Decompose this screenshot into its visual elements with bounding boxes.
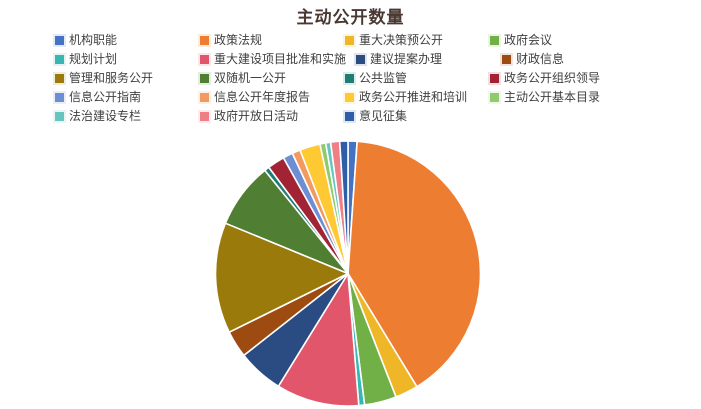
legend-row: 信息公开指南 信息公开年度报告 政务公开推进和培训 主动公开基本目录 xyxy=(55,88,695,107)
legend-swatch-icon xyxy=(200,74,209,83)
legend-label: 政策法规 xyxy=(214,33,263,47)
legend-swatch-icon xyxy=(200,112,209,121)
legend-label: 公共监管 xyxy=(359,71,408,85)
legend-label: 管理和服务公开 xyxy=(69,71,154,85)
legend-row: 法治建设专栏 政府开放日活动 意见征集 xyxy=(55,107,695,126)
pie-slice-8[interactable] xyxy=(214,222,349,333)
legend-label: 主动公开基本目录 xyxy=(504,90,601,104)
legend-label: 重大建设项目批准和实施 xyxy=(214,52,347,66)
legend-swatch-icon xyxy=(200,93,209,102)
legend-label: 机构职能 xyxy=(69,33,118,47)
legend-item[interactable]: 意见征集 xyxy=(345,107,490,126)
legend-item[interactable]: 建议提案办理 xyxy=(356,50,502,69)
legend-item[interactable]: 政府开放日活动 xyxy=(200,107,345,126)
legend-swatch-icon xyxy=(345,93,354,102)
legend-item[interactable]: 重大决策预公开 xyxy=(345,31,490,50)
legend-item[interactable]: 信息公开年度报告 xyxy=(200,88,345,107)
legend-item[interactable]: 规划计划 xyxy=(55,50,200,69)
legend-swatch-icon xyxy=(490,93,499,102)
legend-swatch-icon xyxy=(200,55,209,64)
legend-swatch-icon xyxy=(55,55,64,64)
legend-swatch-icon xyxy=(356,55,365,64)
legend-item[interactable]: 双随机一公开 xyxy=(200,69,345,88)
legend-item[interactable]: 公共监管 xyxy=(345,69,490,88)
legend-item[interactable]: 政务公开推进和培训 xyxy=(345,88,490,107)
legend-item[interactable]: 政府会议 xyxy=(490,31,552,50)
legend-label: 财政信息 xyxy=(516,52,565,66)
legend-swatch-icon xyxy=(200,36,209,45)
legend-label: 政府开放日活动 xyxy=(214,109,299,123)
legend-swatch-icon xyxy=(345,74,354,83)
pie-slice-5[interactable] xyxy=(277,272,360,407)
legend-label: 法治建设专栏 xyxy=(69,109,142,123)
legend-item[interactable]: 管理和服务公开 xyxy=(55,69,200,88)
legend-swatch-icon xyxy=(490,74,499,83)
legend-label: 信息公开年度报告 xyxy=(214,90,311,104)
chart-title: 主动公开数量 xyxy=(296,8,405,28)
legend-item[interactable]: 政务公开组织领导 xyxy=(490,69,600,88)
legend-swatch-icon xyxy=(55,112,64,121)
legend-label: 建议提案办理 xyxy=(370,52,443,66)
legend-label: 政务公开组织领导 xyxy=(504,71,601,85)
legend-swatch-icon xyxy=(55,93,64,102)
legend-row: 机构职能 政策法规 重大决策预公开 政府会议 xyxy=(55,31,695,50)
legend-label: 重大决策预公开 xyxy=(359,33,444,47)
legend-swatch-icon xyxy=(55,74,64,83)
legend-item[interactable]: 财政信息 xyxy=(502,50,564,69)
legend-label: 政务公开推进和培训 xyxy=(359,90,468,104)
legend-item[interactable]: 重大建设项目批准和实施 xyxy=(200,50,356,69)
legend-item[interactable]: 机构职能 xyxy=(55,31,200,50)
legend-row: 规划计划 重大建设项目批准和实施 建议提案办理 财政信息 xyxy=(55,50,695,69)
legend-item[interactable]: 法治建设专栏 xyxy=(55,107,200,126)
legend-item[interactable]: 政策法规 xyxy=(200,31,345,50)
legend-label: 双随机一公开 xyxy=(214,71,287,85)
legend-row: 管理和服务公开 双随机一公开 公共监管 政务公开组织领导 xyxy=(55,69,695,88)
legend-swatch-icon xyxy=(345,112,354,121)
legend: 机构职能 政策法规 重大决策预公开 政府会议规划计划 重大建设项目批准和实施 建议提案办理… xyxy=(55,31,695,126)
legend-swatch-icon xyxy=(345,36,354,45)
legend-label: 意见征集 xyxy=(359,109,408,123)
legend-swatch-icon xyxy=(55,36,64,45)
pie-slice-18[interactable] xyxy=(338,140,349,275)
legend-label: 信息公开指南 xyxy=(69,90,142,104)
legend-swatch-icon xyxy=(490,36,499,45)
legend-label: 政府会议 xyxy=(504,33,553,47)
legend-item[interactable]: 信息公开指南 xyxy=(55,88,200,107)
pie-slice-1[interactable] xyxy=(347,140,482,388)
legend-label: 规划计划 xyxy=(69,52,118,66)
legend-item[interactable]: 主动公开基本目录 xyxy=(490,88,600,107)
legend-swatch-icon xyxy=(502,55,511,64)
